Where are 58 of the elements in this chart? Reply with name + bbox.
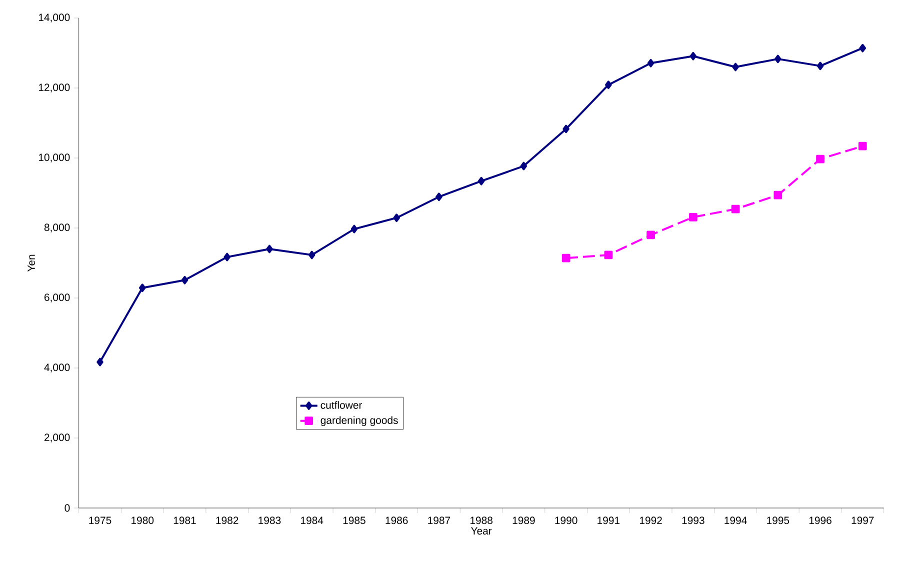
x-tick-label: 1994	[724, 516, 747, 524]
point	[224, 252, 230, 262]
x-tick-label: 1991	[598, 516, 620, 524]
x-tick-label: 1983	[258, 516, 281, 524]
y-tick-label: 2,000	[44, 434, 70, 442]
x-tick-label: 1996	[809, 516, 832, 524]
point	[562, 254, 570, 262]
legend-label: cutflower	[320, 401, 362, 409]
point	[732, 62, 739, 72]
y-tick-label: 10,000	[38, 154, 70, 162]
x-tick-label: 1990	[555, 516, 578, 524]
x-tick-label: 1992	[640, 516, 662, 524]
point	[859, 44, 866, 52]
x-tick-label: 1985	[343, 516, 366, 524]
x-tick-label: 1980	[132, 516, 154, 524]
x-tick-label: 1993	[682, 516, 704, 524]
x-tick-label: 1995	[767, 516, 790, 524]
x-tick-label: 1997	[852, 516, 874, 524]
y-tick-label: 8,000	[44, 224, 70, 232]
point	[647, 58, 654, 68]
point	[562, 124, 570, 134]
x-axis-title: Year	[470, 527, 492, 535]
point	[774, 54, 782, 64]
point	[688, 212, 698, 222]
point	[393, 214, 400, 222]
y-tick-label: 0	[64, 504, 70, 512]
point	[350, 224, 358, 234]
x-tick-label: 1989	[512, 516, 535, 524]
point	[605, 80, 612, 90]
point	[816, 62, 824, 70]
y-tick-label: 4,000	[44, 364, 70, 372]
point	[308, 250, 316, 260]
y-tick-label: 14,000	[38, 14, 70, 22]
x-tick-label: 1987	[428, 516, 450, 524]
point	[181, 276, 188, 284]
point	[436, 192, 442, 202]
point	[816, 154, 824, 164]
point	[690, 52, 697, 60]
point	[774, 190, 782, 200]
point	[604, 250, 613, 260]
x-tick-label: 1984	[301, 516, 324, 524]
x-tick-label: 1975	[89, 516, 112, 524]
x-tick-label: 1988	[470, 516, 492, 524]
point	[266, 244, 273, 254]
x-tick-label: 1981	[174, 516, 196, 524]
legend-label: gardening goods	[320, 416, 398, 426]
point	[96, 358, 104, 366]
y-axis-title: Yen	[28, 254, 35, 272]
y-tick-label: 6,000	[44, 294, 70, 302]
y-tick-label: 12,000	[38, 84, 70, 92]
point	[646, 230, 655, 240]
x-tick-label: 1982	[216, 516, 238, 524]
point	[520, 162, 528, 170]
point	[858, 142, 867, 150]
point	[731, 204, 740, 214]
point	[138, 284, 146, 292]
point	[478, 176, 485, 186]
x-tick-label: 1986	[386, 516, 408, 524]
